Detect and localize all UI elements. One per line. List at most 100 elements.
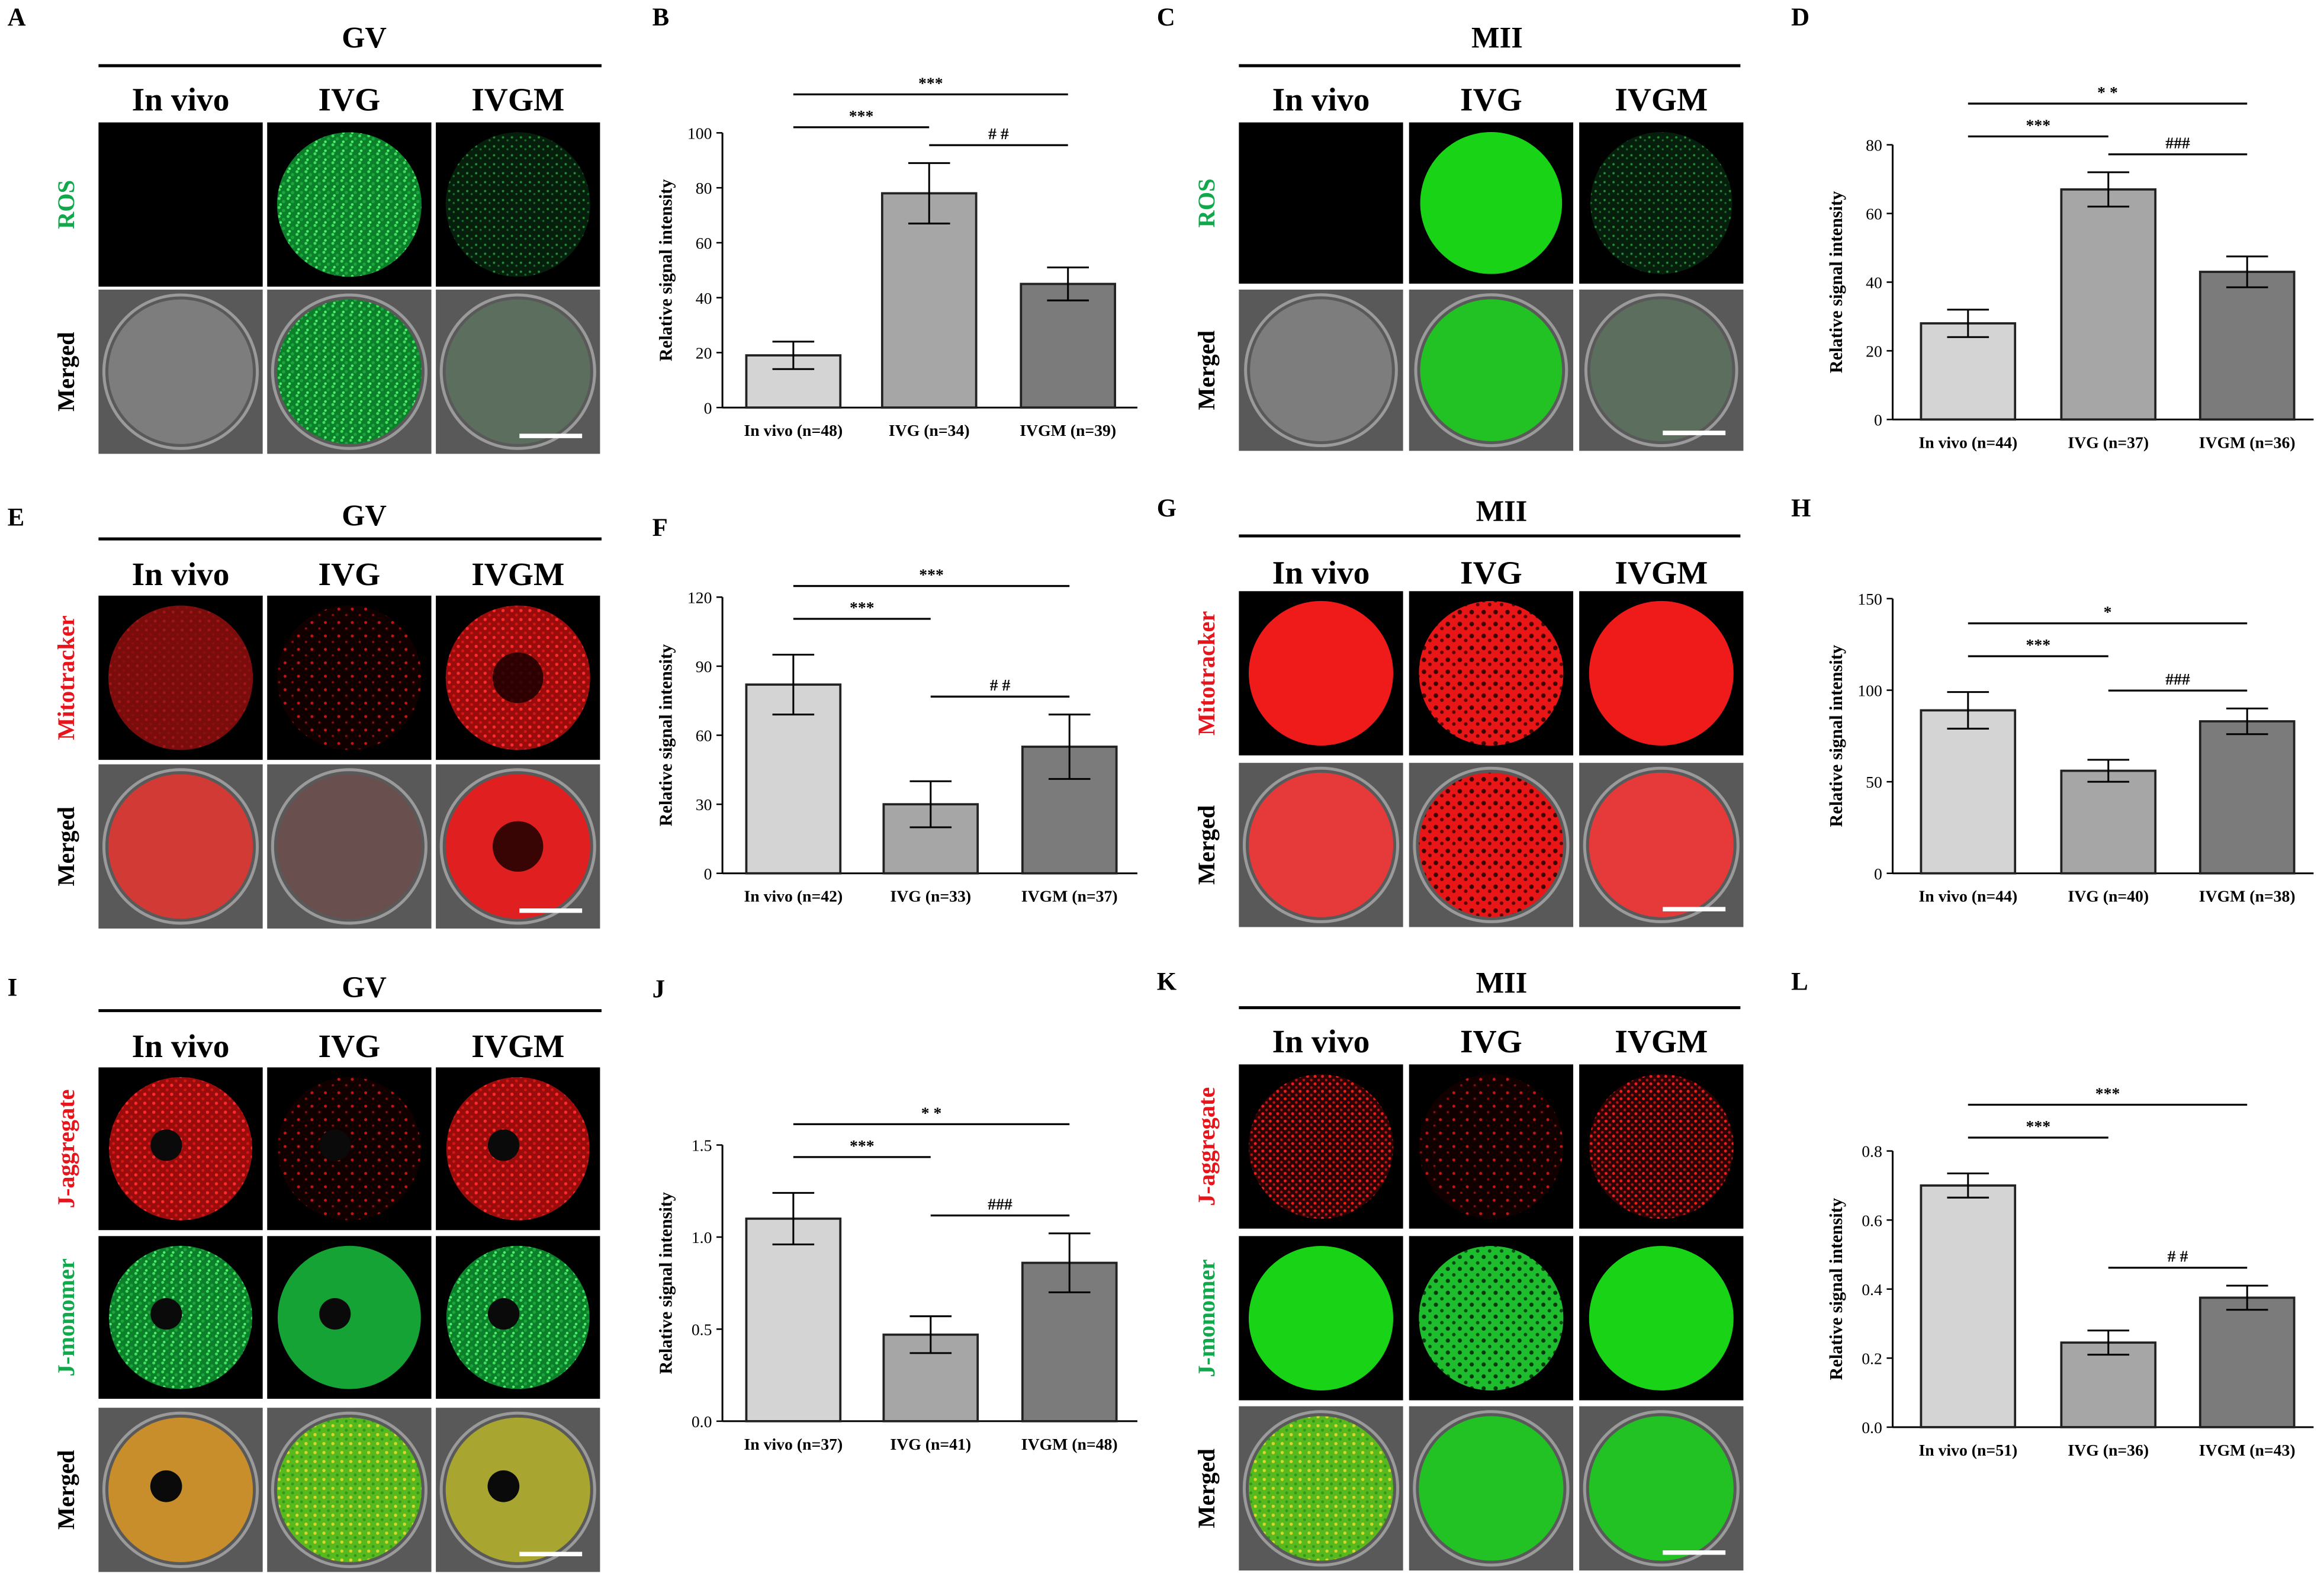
group-label: IVG <box>1460 1023 1522 1059</box>
significance-label: * * <box>2097 83 2118 101</box>
micrograph-cell-oocyte <box>108 605 253 750</box>
bar-chart-j: J 0.0 0.5 1.0 1.5 Relative signal intensity In… <box>652 975 1137 1453</box>
y-tick-label: 0 <box>704 865 712 883</box>
row-label: J-monomer <box>1193 1259 1220 1377</box>
micrograph-cell-oocyte <box>1589 772 1734 917</box>
micrograph-cell-zona <box>102 768 259 925</box>
category-label: IVGM (n=43) <box>2199 1441 2296 1459</box>
micrograph-cell-nucleus <box>487 1298 520 1330</box>
y-tick-label: 150 <box>1857 590 1882 608</box>
y-tick-label: 100 <box>1857 682 1882 700</box>
row-label: Merged <box>53 1450 79 1530</box>
row-label: ROS <box>53 180 79 229</box>
micrograph-cell-oocyte <box>108 299 253 444</box>
bar <box>880 192 978 409</box>
group-label: In vivo <box>132 1028 230 1064</box>
y-axis-title: Relative signal intensity <box>655 179 676 362</box>
micrograph-cell-oocyte <box>1589 1416 1734 1561</box>
y-tick-label: 0.0 <box>1862 1418 1882 1437</box>
group-label: IVGM <box>1615 555 1708 591</box>
row-label: Merged <box>1193 330 1220 410</box>
category-label: IVGM (n=38) <box>2199 887 2296 905</box>
micrograph-cell-zona <box>271 768 427 925</box>
micrograph-cell-oocyte <box>1419 1074 1564 1219</box>
group-label: In vivo <box>132 556 230 592</box>
micrograph-cell-oocyte <box>1589 1245 1734 1390</box>
micrograph-cell-oocyte <box>1248 1245 1394 1390</box>
significance-label: # # <box>988 124 1009 143</box>
micrograph-cell-nucleus <box>487 1129 520 1161</box>
significance-label: ### <box>2165 670 2190 688</box>
row-label: J-aggregate <box>53 1089 79 1208</box>
micrograph-cell-zona <box>1584 293 1738 448</box>
group-label: In vivo <box>1272 1023 1370 1059</box>
row-label: J-aggregate <box>1193 1087 1220 1206</box>
micrograph-layer: A GV In vivo IVG IVGM ROS Merged C MII In vivo IVG… <box>8 4 1744 1572</box>
significance-label: *** <box>2026 635 2051 654</box>
bar-chart-l: L 0.0 0.2 0.4 0.6 0.8 Relative signal intensit… <box>1791 968 2314 1459</box>
micrograph-cell-oocyte <box>277 605 422 750</box>
y-tick-label: 60 <box>696 234 712 252</box>
category-label: IVG (n=37) <box>2068 433 2149 451</box>
bar-chart-d: D 0 20 40 60 80 Relative signal intensity In vi… <box>1791 4 2314 451</box>
micrograph-cell-nucleus <box>150 1470 182 1502</box>
row-label: Merged <box>53 807 79 886</box>
micrograph-cell-nucleus <box>150 1129 182 1161</box>
micrograph-cell-nucleus <box>150 1298 182 1330</box>
panel-letter: D <box>1791 4 1809 31</box>
y-tick-label: 80 <box>696 179 712 197</box>
micrograph-cell-zona <box>102 1411 259 1568</box>
panel-letter: F <box>652 514 668 542</box>
micrograph-cell-zona <box>1244 293 1398 448</box>
micrograph-cell-bg <box>1239 122 1403 284</box>
micrograph-cell-zona <box>1242 1410 1400 1567</box>
row-label: J-monomer <box>53 1258 79 1376</box>
panel-letter: E <box>8 503 25 531</box>
y-axis-title: Relative signal intensity <box>655 644 676 827</box>
bar <box>2060 1341 2157 1428</box>
significance-label: # # <box>990 676 1011 694</box>
group-label: IVGM <box>1615 1023 1708 1059</box>
image-panel-c: C MII In vivo IVG IVGM ROS Merged <box>1157 4 1744 451</box>
stage-title: GV <box>342 21 387 54</box>
y-tick-label: 40 <box>1866 274 1882 292</box>
micrograph-cell-oocyte <box>1248 1074 1394 1219</box>
significance-label: *** <box>850 598 875 616</box>
panel-letter: J <box>652 975 665 1003</box>
category-label: IVG (n=36) <box>2068 1441 2149 1459</box>
micrograph-cell-oocyte <box>1248 772 1394 917</box>
micrograph-cell-bg <box>98 122 263 287</box>
y-tick-label: 0 <box>704 399 712 417</box>
bar-chart-f: F 0 30 60 90 120 Relative signal intensity In v… <box>652 514 1137 905</box>
y-axis-title: Relative signal intensity <box>1826 645 1846 827</box>
micrograph-cell-oocyte <box>1248 600 1394 746</box>
category-label: IVG (n=41) <box>890 1435 971 1453</box>
micrograph-cell-zona <box>439 1411 596 1568</box>
group-label: IVGM <box>471 556 564 592</box>
stage-title: MII <box>1471 21 1523 54</box>
y-tick-label: 90 <box>696 657 712 676</box>
micrograph-cell-nucleus <box>319 1129 351 1161</box>
micrograph-cell-nucleus <box>487 1470 520 1502</box>
y-tick-label: 1.0 <box>692 1228 712 1247</box>
bar <box>2198 271 2296 421</box>
micrograph-cell-oocyte <box>1590 132 1732 274</box>
micrograph-cell-center <box>493 652 544 704</box>
row-label: Merged <box>1193 1448 1220 1528</box>
y-tick-label: 30 <box>696 795 712 814</box>
micrograph-cell-oocyte <box>1420 132 1563 274</box>
row-label: ROS <box>1193 178 1220 227</box>
y-tick-label: 0.0 <box>692 1412 712 1431</box>
group-label: In vivo <box>1272 82 1370 118</box>
panel-letter: G <box>1157 494 1177 522</box>
category-label: In vivo (n=48) <box>744 421 843 439</box>
micrograph-cell-zona <box>439 293 596 450</box>
micrograph-cell-oocyte <box>1420 299 1563 441</box>
row-label: Merged <box>1193 805 1220 885</box>
category-label: IVGM (n=48) <box>1021 1435 1118 1453</box>
y-axis-title: Relative signal intensity <box>655 1192 676 1374</box>
significance-label: *** <box>918 73 943 92</box>
significance-label: * <box>2104 603 2112 621</box>
micrograph-cell-oocyte <box>1419 600 1564 746</box>
